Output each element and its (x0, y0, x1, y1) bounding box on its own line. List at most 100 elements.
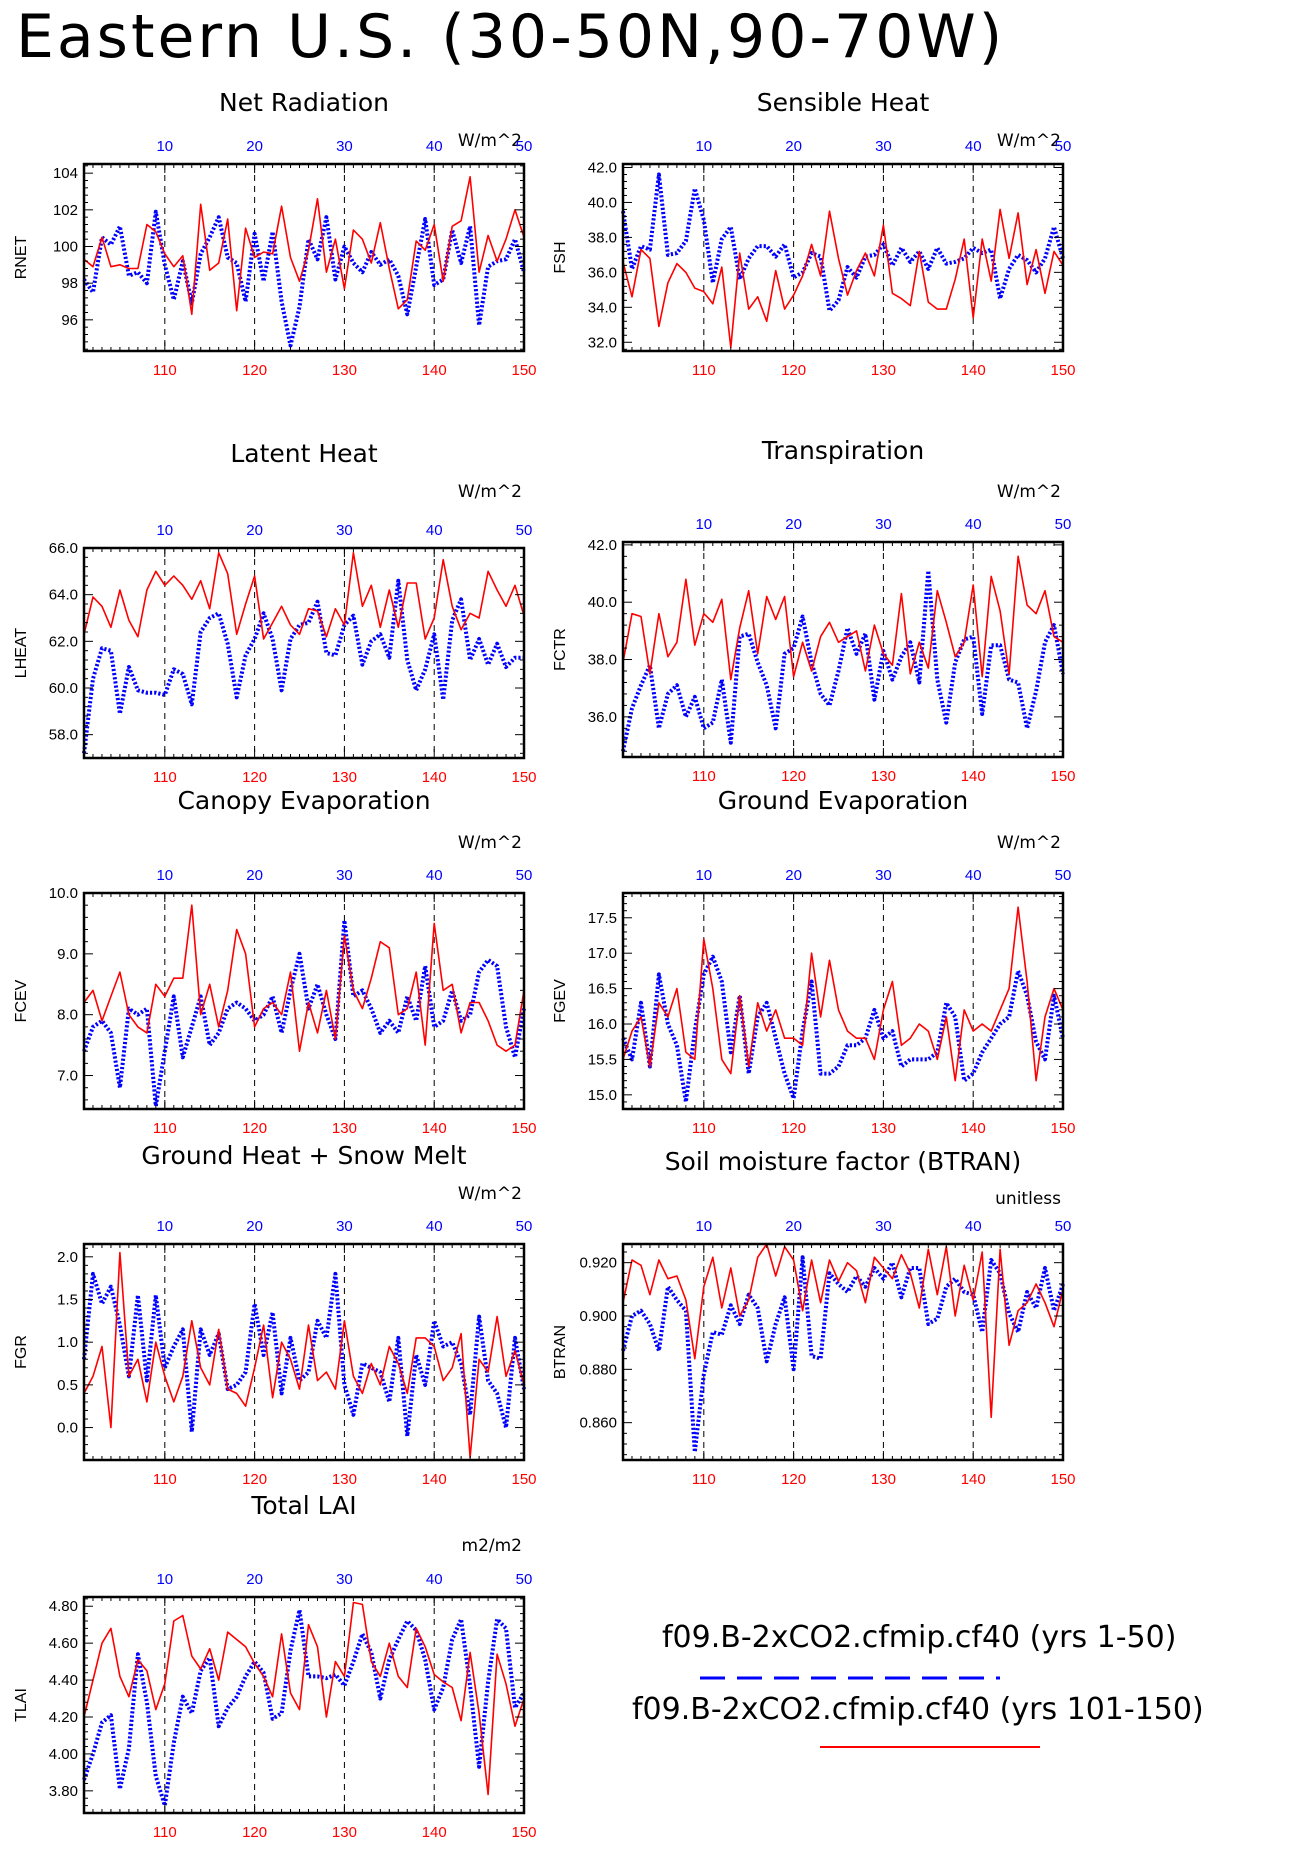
units-label: unitless (995, 1189, 1061, 1209)
x-top-tick-label: 20 (246, 1218, 263, 1235)
x-top-tick-label: 30 (336, 1218, 353, 1235)
x-bottom-tick-label: 130 (332, 1824, 357, 1841)
y-tick-label: 0.0 (57, 1420, 78, 1437)
y-axis-label: FCTR (552, 628, 569, 671)
x-bottom-tick-label: 130 (332, 1471, 357, 1488)
y-tick-label: 42.0 (588, 159, 617, 176)
x-top-tick-label: 30 (336, 522, 353, 539)
x-top-tick-label: 20 (785, 867, 802, 884)
x-top-tick-label: 40 (965, 516, 982, 533)
y-tick-label: 16.0 (588, 1016, 617, 1033)
x-bottom-tick-label: 130 (871, 1120, 896, 1137)
units-label: W/m^2 (458, 1184, 522, 1204)
x-top-tick-label: 10 (156, 1218, 173, 1235)
y-tick-label: 58.0 (49, 727, 78, 744)
x-bottom-tick-label: 110 (692, 1120, 716, 1137)
y-tick-label: 0.920 (579, 1255, 617, 1272)
x-top-tick-label: 30 (875, 1218, 892, 1235)
legend-label-yrs-1-50: f09.B-2xCO2.cfmip.cf40 (yrs 1-50) (662, 1620, 1177, 1655)
x-top-tick-label: 30 (875, 516, 892, 533)
x-top-tick-label: 10 (695, 138, 712, 155)
x-top-tick-label: 30 (875, 138, 892, 155)
plot-frame (82, 546, 526, 760)
series-yrs-1-50 (621, 172, 1065, 313)
x-top-tick-label: 20 (246, 867, 263, 884)
series-yrs-101-150 (622, 906, 1064, 1082)
y-tick-label: 7.0 (57, 1068, 78, 1085)
x-top-tick-label: 50 (1055, 138, 1072, 155)
plot-frame (82, 162, 526, 353)
y-tick-label: 8.0 (57, 1007, 78, 1024)
x-top-tick-label: 30 (336, 1571, 353, 1588)
panel-transpiration: Transpiration W/m^2 110 120 130 140 150 10 20 30 4… (552, 436, 1076, 785)
x-bottom-tick-label: 150 (511, 1120, 536, 1137)
y-tick-label: 16.5 (588, 981, 617, 998)
panel-title: Ground Heat + Snow Melt (141, 1141, 466, 1170)
x-bottom-tick-label: 110 (153, 362, 177, 379)
series-yrs-1-50 (82, 918, 526, 1108)
y-axis-label: BTRAN (552, 1325, 569, 1379)
panel-sensible-heat: Sensible Heat W/m^2 110 120 130 140 150 10 20 30 4… (552, 88, 1076, 379)
x-bottom-tick-label: 130 (332, 1120, 357, 1137)
y-axis-label: FCEV (13, 979, 30, 1022)
x-bottom-tick-label: 140 (422, 769, 447, 786)
panel-title: Total LAI (250, 1491, 356, 1520)
y-tick-label: 4.20 (49, 1709, 78, 1726)
y-tick-label: 100 (53, 239, 78, 256)
x-top-tick-label: 30 (875, 867, 892, 884)
y-tick-label: 17.5 (588, 910, 617, 927)
y-tick-label: 15.0 (588, 1087, 617, 1104)
y-tick-label: 64.0 (49, 587, 78, 604)
x-bottom-tick-label: 150 (1050, 768, 1075, 785)
units-label: W/m^2 (997, 833, 1061, 853)
page-title: Eastern U.S. (30-50N,90-70W) (16, 2, 1006, 72)
x-bottom-tick-label: 130 (332, 769, 357, 786)
panel-title: Net Radiation (219, 88, 389, 117)
y-tick-label: 38.0 (588, 229, 617, 246)
x-bottom-tick-label: 110 (153, 1471, 177, 1488)
y-tick-label: 0.880 (579, 1361, 617, 1378)
plot-frame (82, 1242, 526, 1462)
x-bottom-tick-label: 140 (961, 768, 986, 785)
x-bottom-tick-label: 150 (511, 362, 536, 379)
y-axis-label: FGEV (552, 979, 569, 1023)
plot-frame (82, 891, 526, 1111)
x-top-tick-label: 50 (516, 522, 533, 539)
plot-frame (621, 162, 1065, 353)
x-top-tick-label: 10 (695, 867, 712, 884)
panel-latent-heat: Latent Heat W/m^2 110 120 130 140 150 10 20 30 40 5… (13, 439, 537, 786)
x-top-tick-label: 40 (965, 1218, 982, 1235)
x-bottom-tick-label: 150 (1050, 362, 1075, 379)
x-top-tick-label: 40 (426, 522, 443, 539)
x-bottom-tick-label: 140 (961, 1120, 986, 1137)
x-bottom-tick-label: 150 (1050, 1120, 1075, 1137)
y-tick-label: 9.0 (57, 946, 78, 963)
y-tick-label: 17.0 (588, 945, 617, 962)
y-tick-label: 2.0 (57, 1249, 78, 1266)
x-bottom-tick-label: 120 (242, 1824, 267, 1841)
x-top-tick-label: 10 (695, 1218, 712, 1235)
y-axis-label: FGR (13, 1335, 30, 1369)
y-tick-label: 4.40 (49, 1672, 78, 1689)
panel-title: Sensible Heat (757, 88, 930, 117)
x-bottom-tick-label: 150 (1050, 1471, 1075, 1488)
x-bottom-tick-label: 110 (153, 1120, 177, 1137)
y-tick-label: 34.0 (588, 299, 617, 316)
series-yrs-1-50 (82, 1271, 526, 1439)
x-top-tick-label: 30 (336, 867, 353, 884)
series-yrs-101-150 (622, 1243, 1064, 1419)
y-tick-label: 42.0 (588, 537, 617, 554)
series-yrs-101-150 (83, 1601, 525, 1796)
series-yrs-101-150 (622, 208, 1064, 349)
y-tick-label: 40.0 (588, 594, 617, 611)
x-top-tick-label: 50 (516, 867, 533, 884)
series-yrs-1-50 (621, 954, 1065, 1104)
panel-title: Soil moisture factor (BTRAN) (665, 1147, 1022, 1176)
y-tick-label: 36.0 (588, 264, 617, 281)
x-top-tick-label: 50 (516, 1218, 533, 1235)
x-bottom-tick-label: 110 (692, 768, 716, 785)
y-tick-label: 1.5 (57, 1291, 78, 1308)
x-bottom-tick-label: 150 (511, 1824, 536, 1841)
panel-title: Ground Evaporation (718, 786, 968, 815)
